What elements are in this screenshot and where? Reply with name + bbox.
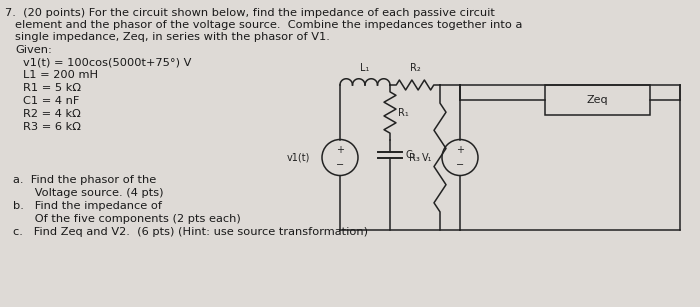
Text: Voltage source. (4 pts): Voltage source. (4 pts) bbox=[13, 188, 164, 198]
Text: R₃: R₃ bbox=[409, 153, 420, 162]
Text: Of the five components (2 pts each): Of the five components (2 pts each) bbox=[13, 214, 241, 224]
Text: R₂: R₂ bbox=[410, 63, 421, 73]
Text: R3 = 6 kΩ: R3 = 6 kΩ bbox=[23, 122, 81, 132]
Text: 7.  (20 points) For the circuit shown below, find the impedance of each passive : 7. (20 points) For the circuit shown bel… bbox=[5, 8, 495, 18]
Text: +: + bbox=[336, 145, 344, 155]
Text: c.   Find Zeq and V2.  (6 pts) (Hint: use source transformation): c. Find Zeq and V2. (6 pts) (Hint: use s… bbox=[13, 227, 368, 237]
Text: R1 = 5 kΩ: R1 = 5 kΩ bbox=[23, 83, 81, 93]
FancyBboxPatch shape bbox=[545, 85, 650, 115]
Text: R2 = 4 kΩ: R2 = 4 kΩ bbox=[23, 109, 80, 119]
Text: b.   Find the impedance of: b. Find the impedance of bbox=[13, 201, 162, 211]
Text: single impedance, Zeq, in series with the phasor of V1.: single impedance, Zeq, in series with th… bbox=[15, 32, 330, 42]
Text: L1 = 200 mH: L1 = 200 mH bbox=[23, 70, 98, 80]
Text: V₁: V₁ bbox=[421, 153, 432, 162]
Text: v1(t) = 100cos(5000t+75°) V: v1(t) = 100cos(5000t+75°) V bbox=[23, 57, 191, 67]
Text: −: − bbox=[456, 160, 464, 170]
Text: −: − bbox=[336, 160, 344, 170]
Text: L₁: L₁ bbox=[360, 63, 370, 73]
Text: C₁: C₁ bbox=[405, 150, 416, 160]
Text: R₁: R₁ bbox=[398, 107, 409, 118]
Text: Zeq: Zeq bbox=[587, 95, 608, 105]
Text: v1(t): v1(t) bbox=[286, 153, 310, 162]
Text: Given:: Given: bbox=[15, 45, 52, 55]
Text: element and the phasor of the voltage source.  Combine the impedances together i: element and the phasor of the voltage so… bbox=[15, 20, 522, 30]
Text: a.  Find the phasor of the: a. Find the phasor of the bbox=[13, 175, 156, 185]
Text: +: + bbox=[456, 145, 464, 155]
Text: C1 = 4 nF: C1 = 4 nF bbox=[23, 96, 79, 106]
